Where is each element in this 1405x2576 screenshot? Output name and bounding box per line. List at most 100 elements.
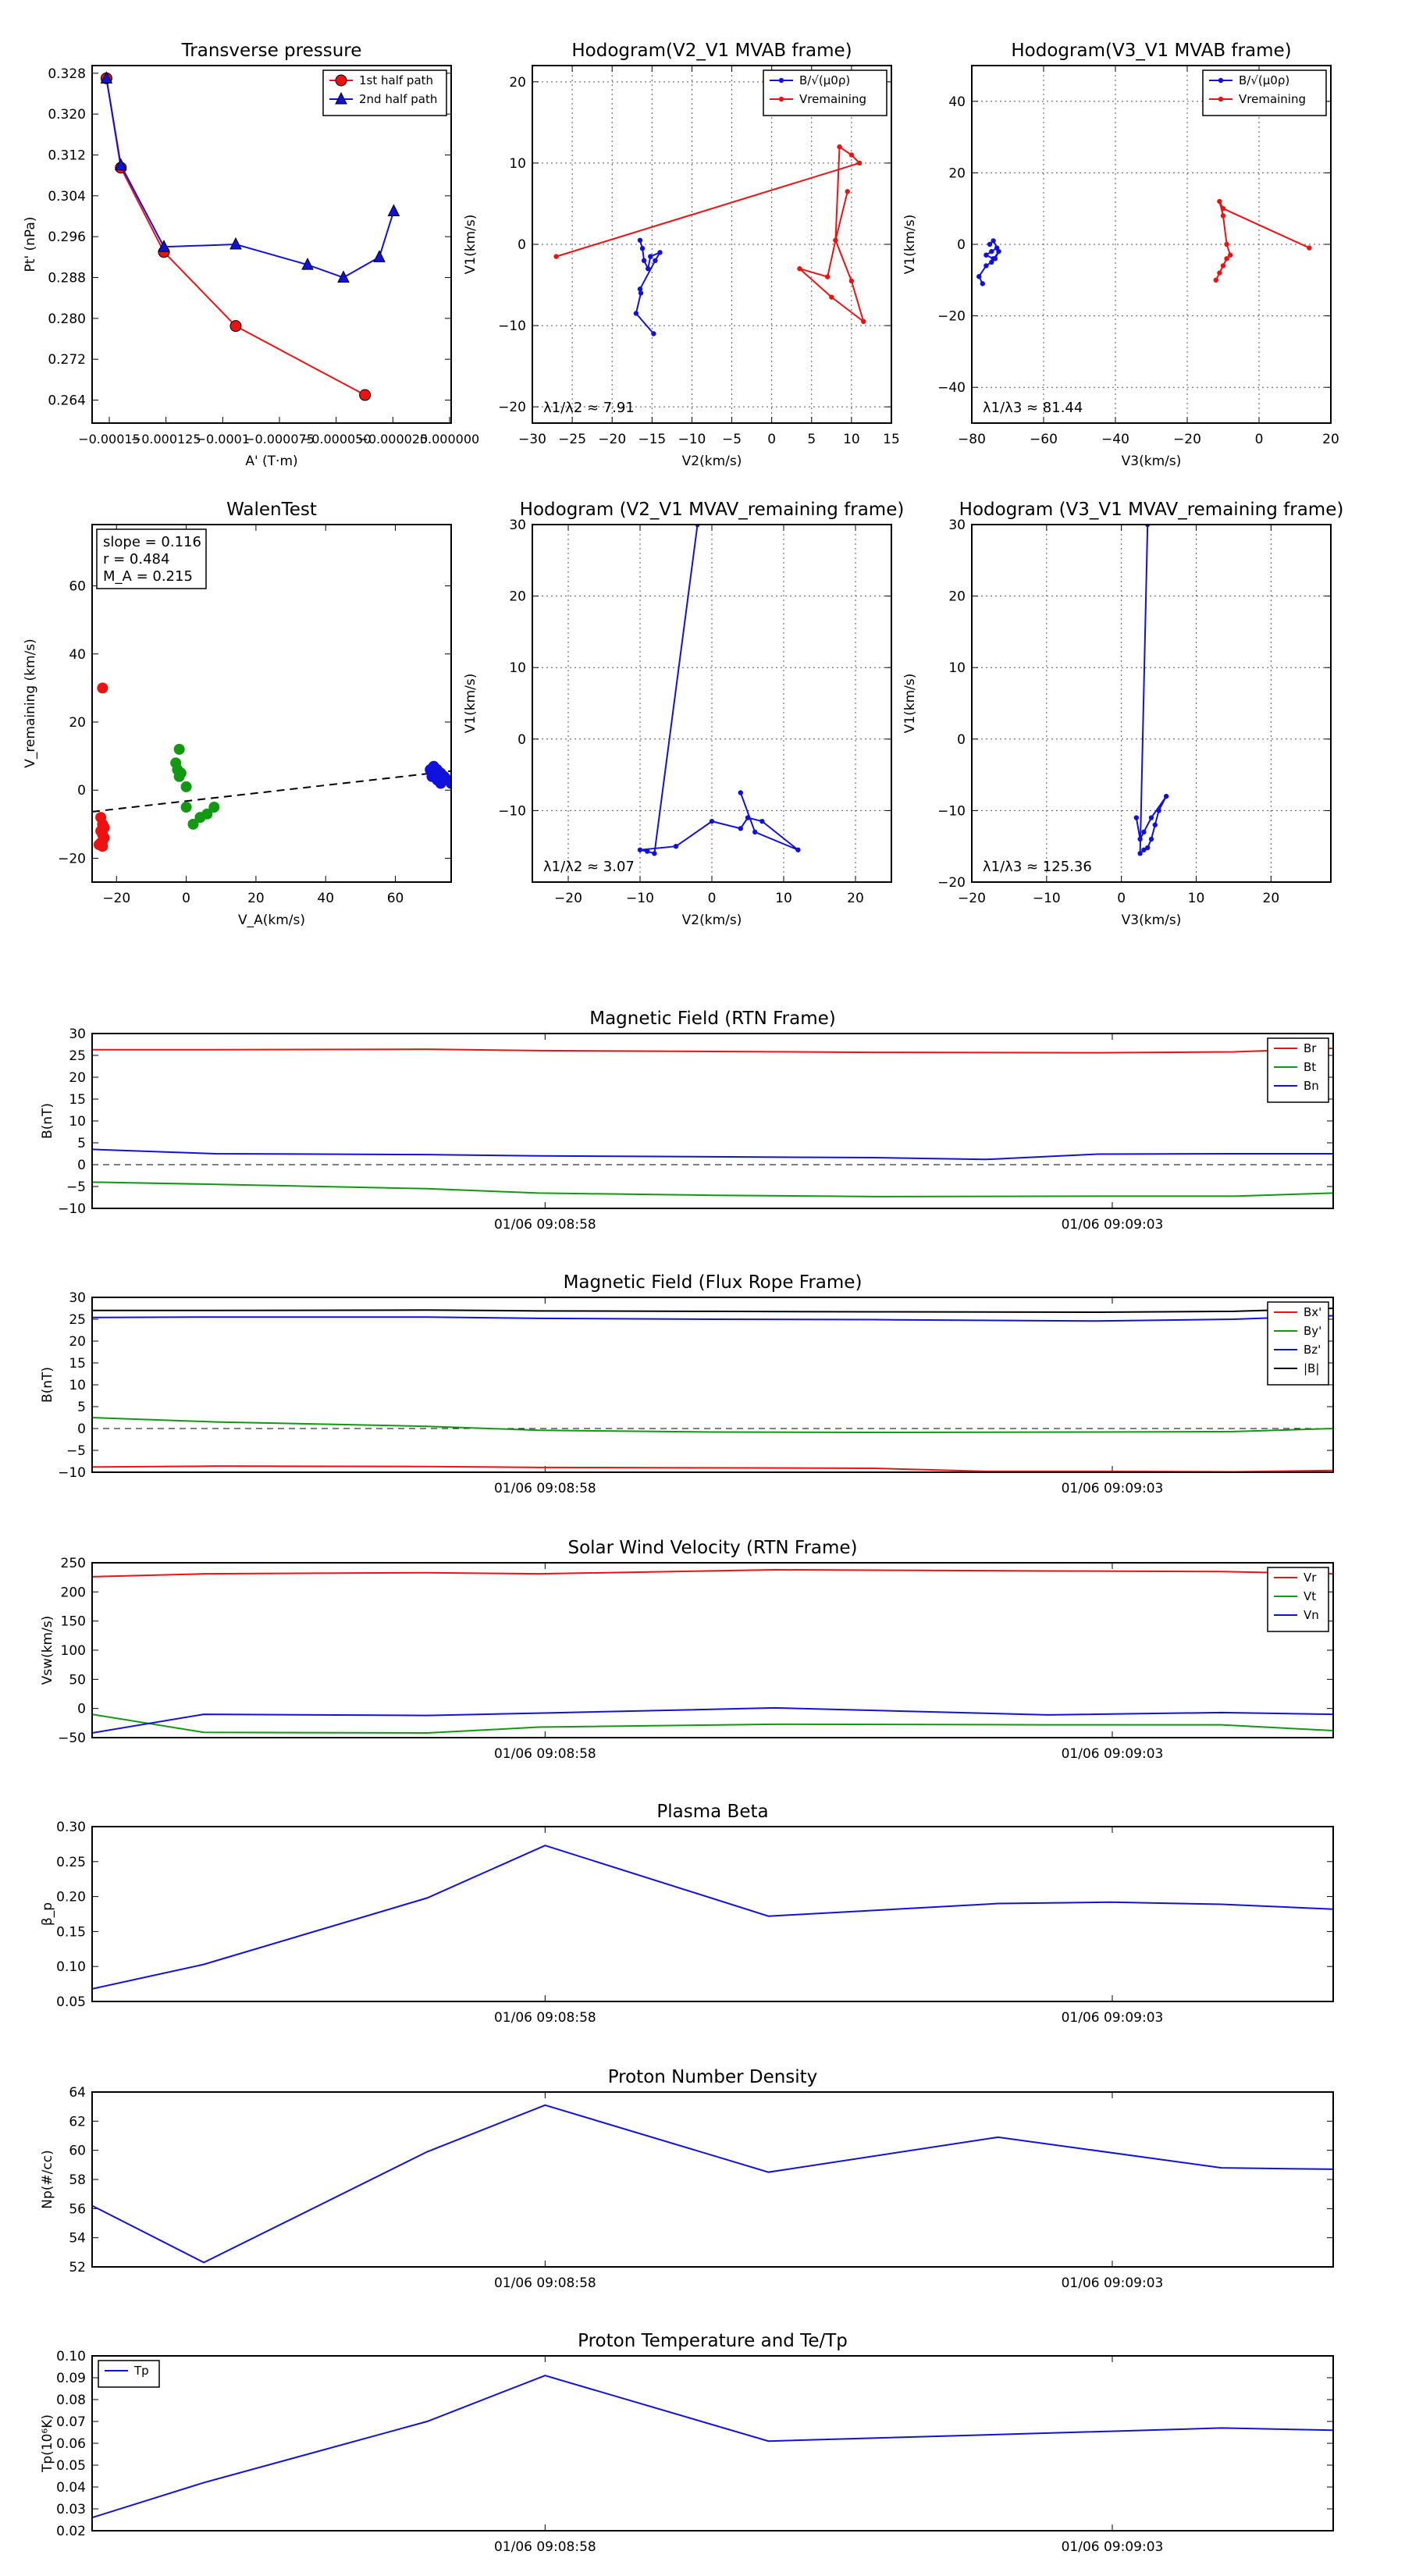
- data-point: [1152, 822, 1158, 827]
- series-line: [92, 1845, 1333, 1990]
- y-tick-label: 58: [69, 2172, 86, 2188]
- fit-line: [92, 770, 451, 813]
- magnetic-field-flux-rope-title: Magnetic Field (Flux Rope Frame): [564, 1272, 863, 1293]
- series-green: [170, 743, 220, 830]
- x-tick-label: −20: [598, 432, 626, 447]
- y-axis-label: V1(km/s): [463, 674, 478, 734]
- series-Vremaining: [553, 144, 866, 325]
- legend: Vr Vt Vn: [1267, 1567, 1329, 1632]
- x-tick-label: 20: [847, 891, 864, 906]
- x-tick-label: 01/06 09:08:58: [494, 1481, 596, 1496]
- hodogram-v3v1-mvav-title: Hodogram (V3_V1 MVAV_remaining frame): [959, 500, 1344, 520]
- y-tick-label: −20: [498, 400, 526, 415]
- solar-wind-velocity-chart: Solar Wind Velocity (RTN Frame) −50 0 50 100…: [40, 1538, 1334, 1762]
- legend-marker: [335, 74, 347, 87]
- y-tick-label: 0.05: [56, 2458, 86, 2474]
- y-tick-label: 0.272: [48, 352, 86, 368]
- y-tick-label: −50: [58, 1731, 86, 1746]
- x-tick-label: −60: [1030, 432, 1058, 447]
- y-tick-label: −40: [937, 380, 966, 396]
- y-tick-label: 10: [69, 1378, 86, 1393]
- plot-frame: [91, 2091, 1334, 2268]
- y-axis-label: V1(km/s): [902, 674, 918, 734]
- series-line: [92, 1713, 1333, 1735]
- eigenvalue-ratio-annotation: λ1/λ3 ≈ 81.44: [983, 400, 1083, 416]
- data-point: [1220, 263, 1226, 269]
- data-point: [641, 258, 647, 264]
- x-tick-label: −10: [1033, 891, 1061, 906]
- data-point: [114, 158, 127, 171]
- x-tick-label: −30: [518, 432, 546, 447]
- y-tick-label: 10: [509, 660, 526, 676]
- y-tick-label: −20: [937, 309, 966, 325]
- y-axis-label: B(nT): [40, 1103, 55, 1139]
- x-tick-label: −20: [958, 891, 986, 906]
- y-tick-label: 30: [948, 518, 966, 533]
- legend-box: [1267, 1301, 1329, 1386]
- data-point: [1163, 793, 1169, 799]
- y-tick-label: −10: [58, 1201, 86, 1217]
- data-point: [652, 851, 657, 856]
- y-tick-label: 0.25: [56, 1855, 86, 1870]
- x-tick-label: −0.00015: [78, 432, 140, 447]
- y-tick-label: −20: [937, 875, 966, 891]
- hodogram-v2v1-mvab-title: Hodogram(V2_V1 MVAB frame): [571, 41, 852, 61]
- y-tick-label: 0.08: [56, 2393, 86, 2408]
- y-tick-label: −5: [66, 1443, 86, 1459]
- data-point: [984, 252, 989, 258]
- legend: Br Bt Bn: [1267, 1037, 1329, 1103]
- data-point: [1148, 836, 1154, 842]
- y-tick-label: 20: [69, 1334, 86, 1350]
- data-point: [837, 144, 842, 150]
- hodogram-v3v1-mvav-chart: Hodogram (V3_V1 MVAV_remaining frame) −20…: [902, 500, 1343, 928]
- y-tick-label: 50: [69, 1672, 86, 1688]
- data-point: [653, 258, 658, 264]
- legend: 1st half path 2nd half path: [322, 69, 447, 116]
- y-tick-label: 56: [69, 2201, 86, 2217]
- data-point: [987, 241, 993, 247]
- series-line: [1215, 201, 1310, 281]
- x-tick-label: 01/06 09:09:03: [1062, 1746, 1164, 1762]
- y-axis-label: V_remaining (km/s): [23, 639, 38, 768]
- plasma-beta-title: Plasma Beta: [656, 1802, 768, 1822]
- proton-temperature-chart: Proton Temperature and Te/Tp 0.02 0.03 0.04…: [40, 2331, 1334, 2555]
- legend-label: |B|: [1304, 1361, 1319, 1375]
- data-point: [158, 240, 170, 252]
- series-line: [92, 1706, 1333, 1735]
- data-point: [645, 849, 650, 854]
- series-|B|: [92, 1308, 1333, 1314]
- legend-label: Bx': [1304, 1305, 1321, 1319]
- y-tick-label: 52: [69, 2260, 86, 2275]
- x-tick-label: 01/06 09:09:03: [1062, 2010, 1164, 2026]
- stats-line: M_A = 0.215: [103, 568, 193, 585]
- hodogram-v3v1-mvab-title: Hodogram(V3_V1 MVAB frame): [1011, 41, 1291, 61]
- x-tick-label: 40: [317, 891, 334, 906]
- y-tick-label: 20: [509, 75, 526, 91]
- data-point: [673, 844, 679, 849]
- y-tick-label: 40: [69, 647, 86, 663]
- y-tick-label: 0.10: [56, 2349, 86, 2364]
- plot-frame: [91, 1562, 1334, 1738]
- y-tick-label: 15: [69, 1356, 86, 1372]
- data-point: [97, 841, 108, 852]
- x-tick-label: −20: [102, 891, 130, 906]
- y-axis-label: β_p: [40, 1902, 55, 1926]
- data-point: [848, 152, 855, 158]
- series-line: [92, 1568, 1333, 1578]
- hodogram-v2v1-mvab-chart: Hodogram(V2_V1 MVAB frame) −20 −10 0 10 20 −30…: [463, 41, 900, 469]
- y-tick-label: 0.03: [56, 2502, 86, 2517]
- walen-test-chart: WalenTest −20 0 20 40 60 −20 0 20 40 60 V_A(km/s) V_…: [23, 500, 452, 928]
- series-line: [92, 1181, 1333, 1197]
- data-point: [201, 808, 213, 820]
- data-point: [446, 777, 451, 789]
- x-tick-label: 01/06 09:09:03: [1062, 2275, 1164, 2291]
- series-2nd half path: [100, 71, 400, 283]
- x-tick-label: −15: [638, 432, 666, 447]
- legend-label: Tp: [133, 2364, 149, 2378]
- data-point: [648, 254, 653, 259]
- x-tick-label: −0.000075: [244, 432, 315, 447]
- data-point: [639, 246, 646, 251]
- series-Vremaining: [1213, 198, 1312, 283]
- x-tick-label: 01/06 09:09:03: [1062, 1217, 1164, 1233]
- y-tick-label: 0.10: [56, 1959, 86, 1975]
